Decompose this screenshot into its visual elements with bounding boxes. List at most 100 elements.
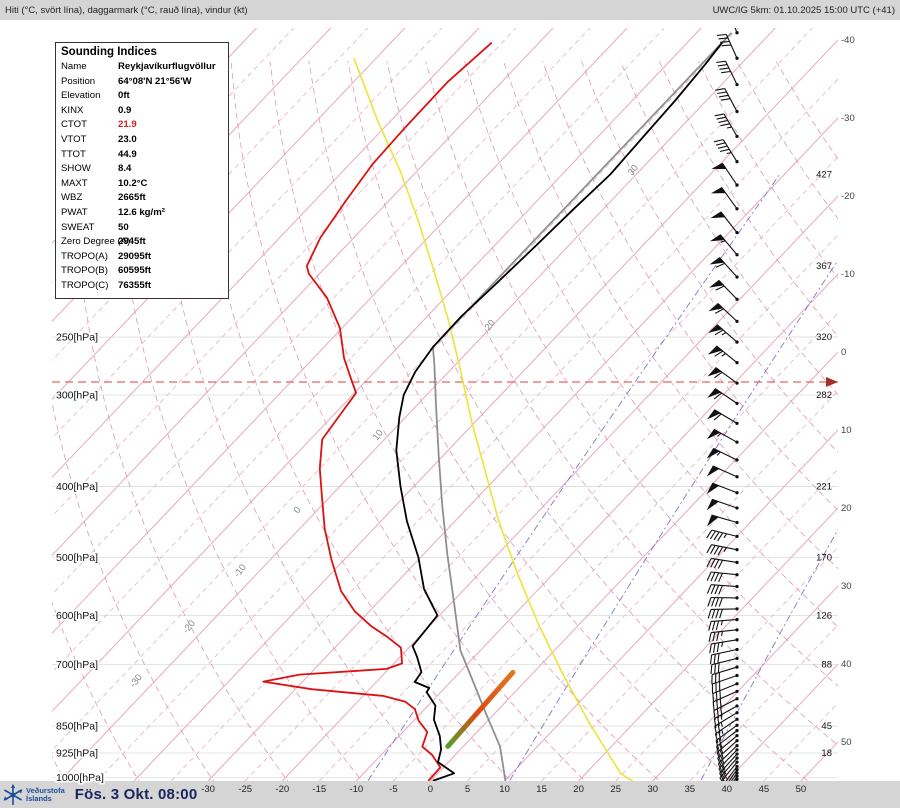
indices-row: WBZ 2665ft [56,191,228,206]
pressure-axis-label: 1000[hPa] [56,772,104,784]
indices-row: TROPO(B) 60595ft [56,264,228,279]
index-label: TROPO(A) [61,250,108,262]
indices-row: Zero Degree (A) 2945ft [56,235,228,250]
indices-row: CTOT 21.9 [56,118,228,133]
temperature-axis-label: -20 [275,784,289,795]
inline-grid-label: 20 [483,318,498,333]
flight-level-label: 88 [821,659,832,670]
isa-reference-line [431,32,733,781]
logo-text: Veðurstofa Íslands [26,785,65,803]
isotherm-exit-label: -40 [841,35,855,46]
pressure-axis-label: 700[hPa] [56,659,98,671]
temperature-axis-label: 20 [573,784,584,795]
wind-barb-column [706,28,739,781]
index-value: 12.6 kg/m² [118,206,165,218]
sounding-indices-panel: Sounding Indices Name Reykjavíkurflugvöll… [55,42,229,299]
indices-row: TROPO(C) 76355ft [56,279,228,294]
index-value: 10.2°C [118,177,148,189]
index-value: 60595ft [118,265,152,277]
indices-row: SWEAT 50 [56,221,228,236]
index-label: CTOT [61,119,87,131]
index-label: Elevation [61,90,101,102]
index-value: 21.9 [118,119,137,131]
index-value: 50 [118,221,129,233]
pressure-axis-label: 300[hPa] [56,390,98,402]
logo-line2: Íslands [26,793,52,803]
indices-row: KINX 0.9 [56,104,228,119]
index-label: VTOT [61,133,87,145]
temperature-axis-label: 50 [796,784,807,795]
footer-bar [0,781,900,808]
indices-row-list: Name Reykjavíkurflugvöllur Position 64°08'N… [56,60,228,294]
grid-lines [52,28,838,781]
temperature-axis-label: -10 [349,784,363,795]
temperature-axis-label: 0 [428,784,433,795]
pressure-axis-label: 850[hPa] [56,721,98,733]
index-label: KINX [61,104,84,116]
isotherm-exit-label: 50 [841,737,852,748]
flight-level-label: 282 [816,390,832,401]
flight-level-label: 170 [816,552,832,563]
isotherm-exit-label: -20 [841,191,855,202]
inline-grid-label: -10 [232,562,249,580]
index-label: Position [61,75,96,87]
flight-level-label: 221 [816,481,832,492]
temperature-axis-label: -5 [389,784,397,795]
index-label: TROPO(C) [61,279,109,291]
isotherm-exit-label: 20 [841,503,852,514]
index-label: SHOW [61,163,91,175]
flight-level-label: 18 [821,748,832,759]
reference-adiabat-line [353,57,634,781]
indices-row: TTOT 44.9 [56,148,228,163]
flight-level-label: 45 [821,721,832,732]
valid-time-label: Fös. 3 Okt. 08:00 [74,786,198,803]
index-value: 64°08'N 21°56'W [118,75,192,87]
inline-grid-label: -30 [128,672,145,690]
panel-title: Sounding Indices [61,46,157,58]
isotherm-exit-label: 0 [841,347,846,358]
pressure-axis-label: 925[hPa] [56,747,98,759]
header-bar: Hiti (°C, svört lína), daggarmark (°C, r… [0,0,900,20]
index-value: 2945ft [118,236,146,248]
flight-level-label: 126 [816,610,832,621]
temperature-axis-label: -15 [312,784,326,795]
flight-level-label: 367 [816,261,832,272]
index-value: 76355ft [118,279,152,291]
indices-row: MAXT 10.2°C [56,177,228,192]
index-label: Name [61,61,87,72]
temperature-axis-label: 45 [759,784,770,795]
index-value: 29095ft [118,250,152,262]
temperature-axis-label: 30 [648,784,659,795]
indices-row: Elevation 0ft [56,89,228,104]
isotherm-exit-label: 40 [841,659,852,670]
temperature-line [395,42,723,781]
pressure-axis-label: 400[hPa] [56,481,98,493]
indices-row: VTOT 23.0 [56,133,228,148]
temperature-axis-label: 5 [465,784,470,795]
footer-branding: Veðurstofa Íslands Fös. 3 Okt. 08:00 [2,781,197,808]
pressure-axis-label: 600[hPa] [56,610,98,622]
temperature-axis-label: 10 [499,784,510,795]
logo-line1: Veðurstofa [26,785,65,795]
sounding-traces [262,32,733,781]
parcel-segment [445,669,516,749]
inline-grid-label: 30 [626,163,641,178]
legend-text: Hiti (°C, svört lína), daggarmark (°C, r… [5,4,248,16]
flight-level-label: 320 [816,332,832,343]
indices-row: Name Reykjavíkurflugvöllur [56,60,228,75]
index-value: 2665ft [118,192,146,204]
temperature-axis-label: 15 [536,784,547,795]
index-value: 23.0 [118,133,137,145]
index-label: WBZ [61,192,83,204]
temperature-axis-label: 35 [685,784,696,795]
flight-level-label: 427 [816,170,832,181]
pressure-axis-label: 250[hPa] [56,332,98,344]
index-value: 44.9 [118,148,137,160]
indices-row: Position 64°08'N 21°56'W [56,75,228,90]
inline-grid-label: 0 [292,505,304,516]
isotherm-exit-label: 30 [841,581,852,592]
isotherm-exit-label: -30 [841,113,855,124]
temperature-axis-label: 40 [722,784,733,795]
